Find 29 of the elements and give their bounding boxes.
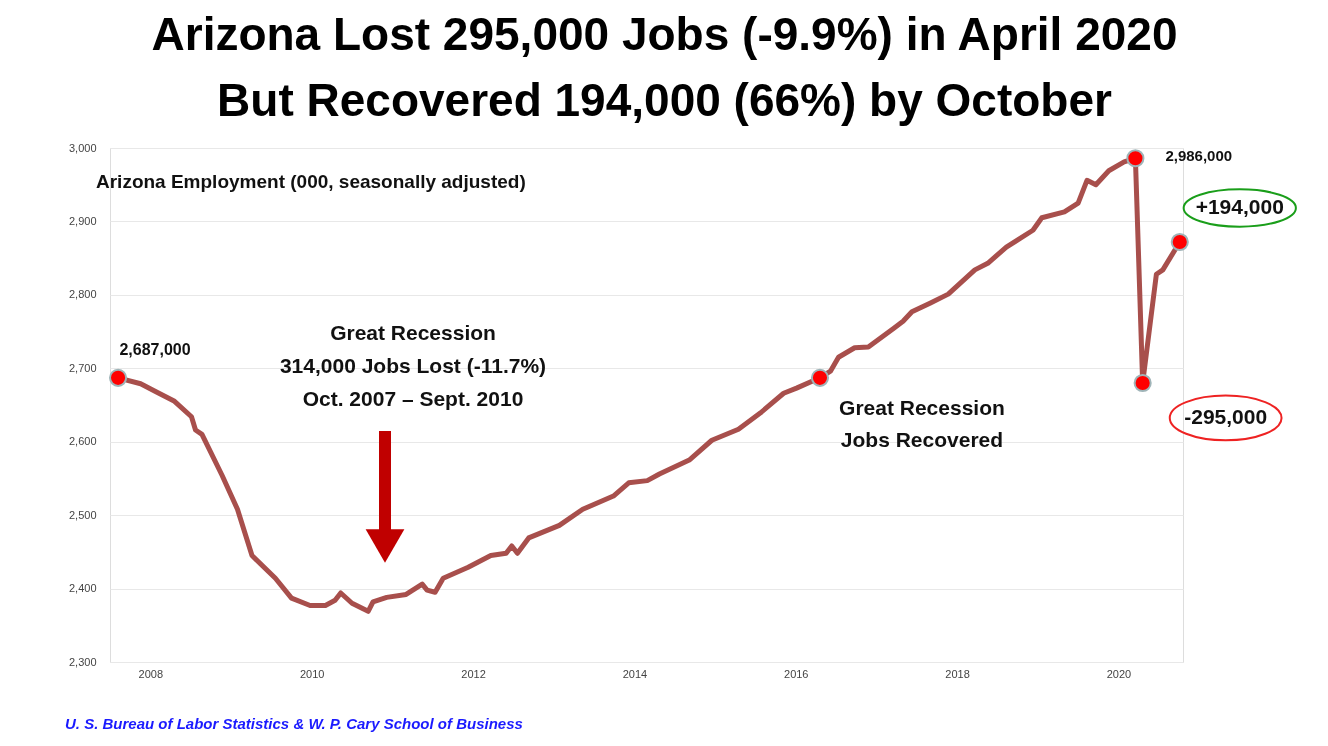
point — [1170, 232, 1189, 252]
annotation: +194,000 — [1195, 194, 1284, 218]
x-tick-label: 2018 — [945, 667, 970, 680]
annotation: -295,000 — [1184, 404, 1268, 428]
annotation: Great Recession Jobs Recovered — [839, 395, 1005, 452]
y-tick-label: 2,800 — [68, 288, 97, 301]
point — [109, 368, 128, 387]
y-tick-label: 2,600 — [68, 435, 97, 448]
annotation: Great Recession 314,000 Jobs Lost (-11.7%) Oct. 2007 – Sept. 2010 — [279, 321, 547, 410]
annotation: 2,687,000 — [119, 340, 191, 358]
y-tick-label: 2,300 — [68, 655, 97, 668]
x-tick-label: 2016 — [784, 667, 809, 680]
y-tick-label: 2,500 — [68, 508, 97, 521]
x-tick-label: 2010 — [299, 667, 325, 680]
x-tick-label: 2014 — [622, 667, 648, 680]
y-tick-label: 2,400 — [68, 582, 97, 595]
x-tick-label: 2012 — [461, 667, 486, 680]
y-tick-label: 3,000 — [68, 141, 97, 154]
chart-title: Arizona Lost 295,000 Jobs (-9.9%) in April 2020 But Recovered 194,000 (66%) by October — [151, 8, 1178, 126]
x-tick-label: 2020 — [1106, 667, 1132, 680]
x-tick-label: 2008 — [138, 667, 164, 680]
y-tick-label: 2,700 — [68, 361, 97, 374]
point — [810, 368, 830, 387]
point — [1126, 149, 1145, 168]
point — [1133, 373, 1152, 393]
text: Arizona Employment (000, seasonally adjusted) — [96, 171, 526, 192]
y-tick-label: 2,900 — [68, 214, 97, 227]
text: U. S. Bureau of Labor Statistics & W. P. Cary School of Business — [65, 715, 523, 732]
annotation: 2,986,000 — [1165, 147, 1233, 165]
